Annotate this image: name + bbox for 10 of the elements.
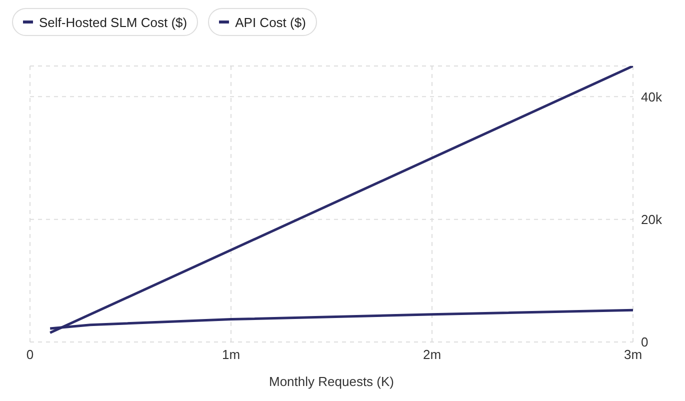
x-axis-title: Monthly Requests (K) bbox=[269, 374, 394, 389]
x-tick-label: 2m bbox=[422, 347, 442, 362]
legend-label: API Cost ($) bbox=[235, 14, 306, 30]
legend-label: Self-Hosted SLM Cost ($) bbox=[39, 14, 188, 30]
y-tick-label: 0 bbox=[641, 334, 648, 350]
x-tick-label: 1m bbox=[222, 347, 240, 362]
x-tick-label: 3m bbox=[624, 347, 642, 362]
x-tick-label: 0 bbox=[26, 347, 34, 362]
y-tick-label: 40k bbox=[641, 89, 662, 104]
y-tick-label: 20k bbox=[641, 212, 662, 227]
